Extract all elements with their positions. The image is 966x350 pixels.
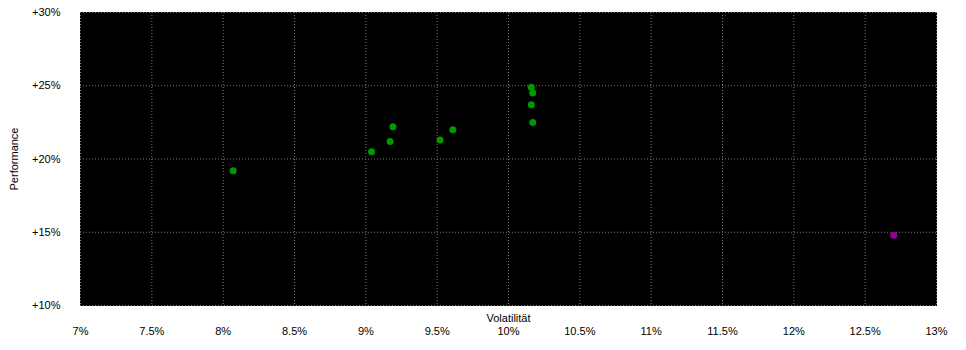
svg-text:13%: 13% bbox=[925, 325, 947, 337]
svg-text:10.5%: 10.5% bbox=[564, 325, 595, 337]
svg-text:+30%: +30% bbox=[32, 6, 61, 18]
svg-text:9.5%: 9.5% bbox=[425, 325, 450, 337]
svg-text:11%: 11% bbox=[641, 325, 662, 337]
svg-text:9%: 9% bbox=[358, 325, 374, 337]
svg-text:7%: 7% bbox=[73, 325, 89, 337]
svg-text:Performance: Performance bbox=[8, 128, 20, 191]
svg-text:12.5%: 12.5% bbox=[850, 325, 881, 337]
svg-text:8%: 8% bbox=[215, 325, 231, 337]
svg-text:+25%: +25% bbox=[32, 79, 61, 91]
svg-text:+20%: +20% bbox=[32, 153, 61, 165]
svg-text:+10%: +10% bbox=[32, 299, 61, 311]
svg-text:11.5%: 11.5% bbox=[707, 325, 738, 337]
svg-text:7.5%: 7.5% bbox=[139, 325, 164, 337]
svg-text:10%: 10% bbox=[497, 325, 519, 337]
svg-text:8.5%: 8.5% bbox=[282, 325, 307, 337]
svg-text:+15%: +15% bbox=[32, 226, 61, 238]
svg-text:Volatilität: Volatilität bbox=[486, 312, 530, 324]
svg-text:12%: 12% bbox=[783, 325, 805, 337]
